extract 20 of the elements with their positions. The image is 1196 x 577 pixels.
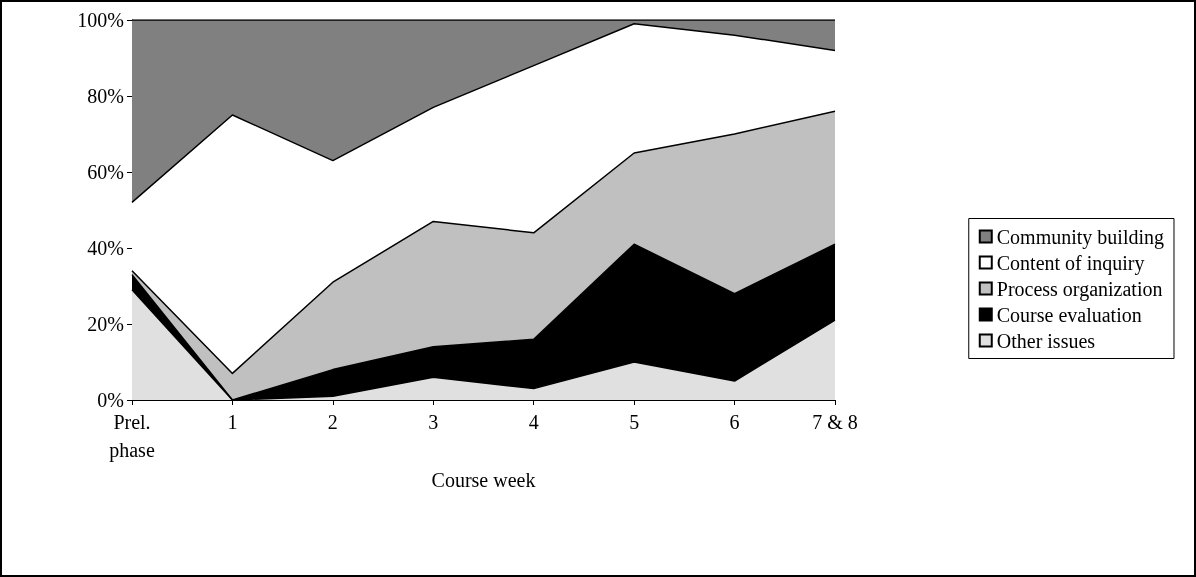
x-tick-label: 2 (327, 411, 338, 433)
y-tick-label: 0% (97, 389, 124, 411)
y-tick-label: 80% (87, 85, 124, 107)
legend-label: Community building (996, 225, 1165, 249)
x-tick-label: 7 & 8 (812, 411, 858, 433)
y-tick-label: 60% (87, 161, 124, 183)
x-tick-label: 3 (428, 411, 439, 433)
legend-label: Other issues (996, 329, 1096, 352)
legend-label: Course evaluation (996, 303, 1142, 326)
x-tick-label: 5 (629, 411, 640, 433)
y-tick-label: 20% (87, 313, 124, 335)
y-tick-label: 100% (77, 9, 124, 31)
legend-label: Content of inquiry (996, 251, 1145, 275)
x-tick-label: 1 (227, 411, 238, 433)
x-tick-label: 6 (729, 411, 740, 433)
y-tick-label: 40% (87, 237, 124, 259)
x-tick-label: 4 (528, 411, 539, 433)
legend-label: Process organization (996, 277, 1163, 301)
x-axis-title: Course week (431, 469, 536, 491)
x-tick-label: Prel. phase (109, 411, 155, 462)
